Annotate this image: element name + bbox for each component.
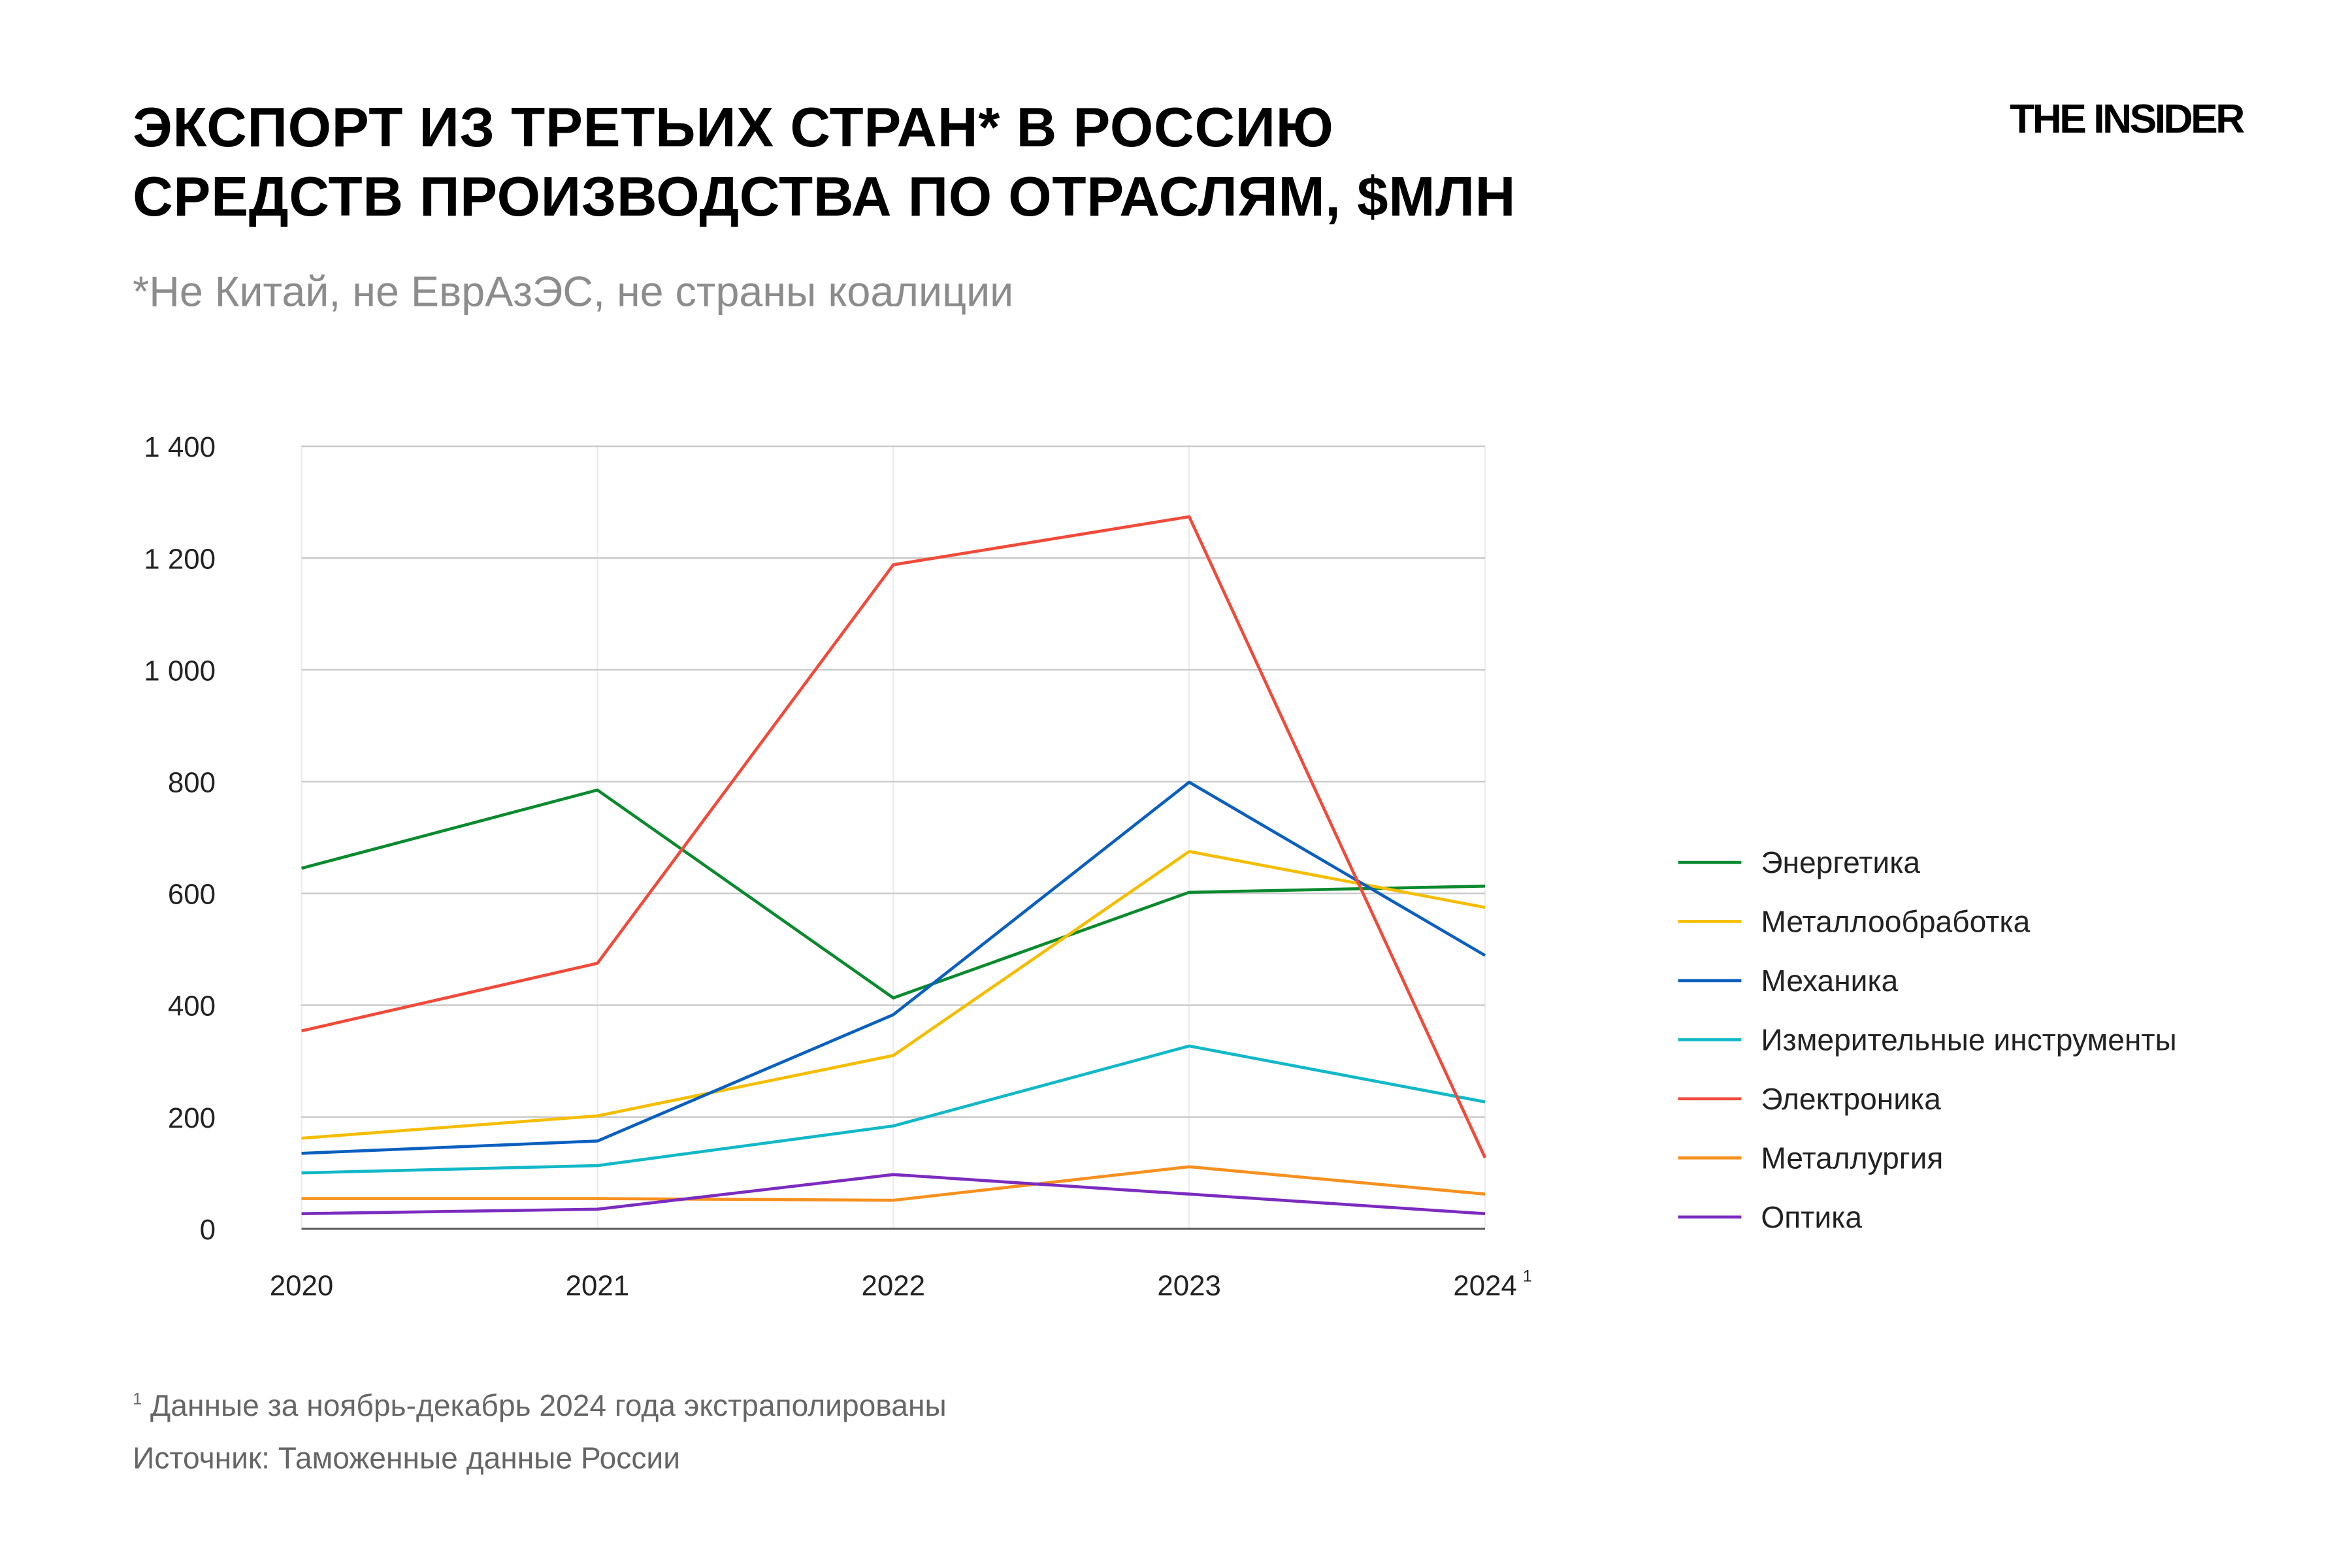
y-tick-label: 200: [168, 1102, 216, 1134]
x-tick-label: 2020: [270, 1269, 334, 1301]
y-tick-label: 1 400: [144, 431, 216, 463]
x-tick-label: 2022: [862, 1269, 926, 1301]
title-line-2: СРЕДСТВ ПРОИЗВОДСТВА ПО ОТРАСЛЯМ, $МЛН: [133, 165, 1516, 228]
y-tick-label: 600: [168, 879, 216, 911]
chart-title: ЭКСПОРТ ИЗ ТРЕТЬИХ СТРАН* В РОССИЮ СРЕДС…: [133, 93, 1516, 232]
footnote-text: Данные за ноябрь-декабрь 2024 года экстр…: [150, 1390, 947, 1424]
legend-label: Механика: [1761, 964, 1898, 998]
y-tick-label: 1 000: [144, 655, 216, 687]
chart-subtitle: *Не Китай, не ЕврАзЭС, не страны коалици…: [133, 268, 1014, 316]
series-line-1: [301, 788, 1486, 1000]
y-tick-label: 1 200: [144, 543, 216, 575]
x-tick-label: 2024: [1453, 1269, 1517, 1301]
y-tick-label: 0: [200, 1214, 216, 1246]
legend-label: Измерительные инструменты: [1761, 1023, 2176, 1057]
footnote-mark: 1: [133, 1390, 142, 1409]
series-line-2: [301, 850, 1486, 1140]
series-line-7: [301, 1173, 1486, 1215]
legend-label: Оптика: [1761, 1200, 1862, 1234]
series-line-6: [301, 1165, 1486, 1202]
legend-label: Металлургия: [1761, 1141, 1943, 1175]
y-tick-label: 800: [168, 767, 216, 799]
legend-label: Электроника: [1761, 1082, 1941, 1116]
the-insider-logo: THE INSIDER: [2010, 96, 2245, 142]
x-tick-footnote-mark: 1: [1523, 1267, 1532, 1286]
legend-label: Энергетика: [1761, 845, 1920, 879]
x-tick-label: 2023: [1157, 1269, 1221, 1301]
series-line-5: [301, 515, 1487, 1159]
footnote: 1 Данные за ноябрь-декабрь 2024 года экс…: [133, 1390, 947, 1425]
source-note: Источник: Таможенные данные России: [133, 1443, 681, 1477]
y-tick-label: 400: [168, 990, 216, 1022]
series-line-4: [301, 1044, 1486, 1175]
title-line-1: ЭКСПОРТ ИЗ ТРЕТЬИХ СТРАН* В РОССИЮ: [133, 96, 1334, 159]
x-tick-label: 2021: [566, 1269, 630, 1301]
legend-label: Металлообработка: [1761, 905, 2030, 939]
series-line-3: [301, 780, 1486, 1155]
